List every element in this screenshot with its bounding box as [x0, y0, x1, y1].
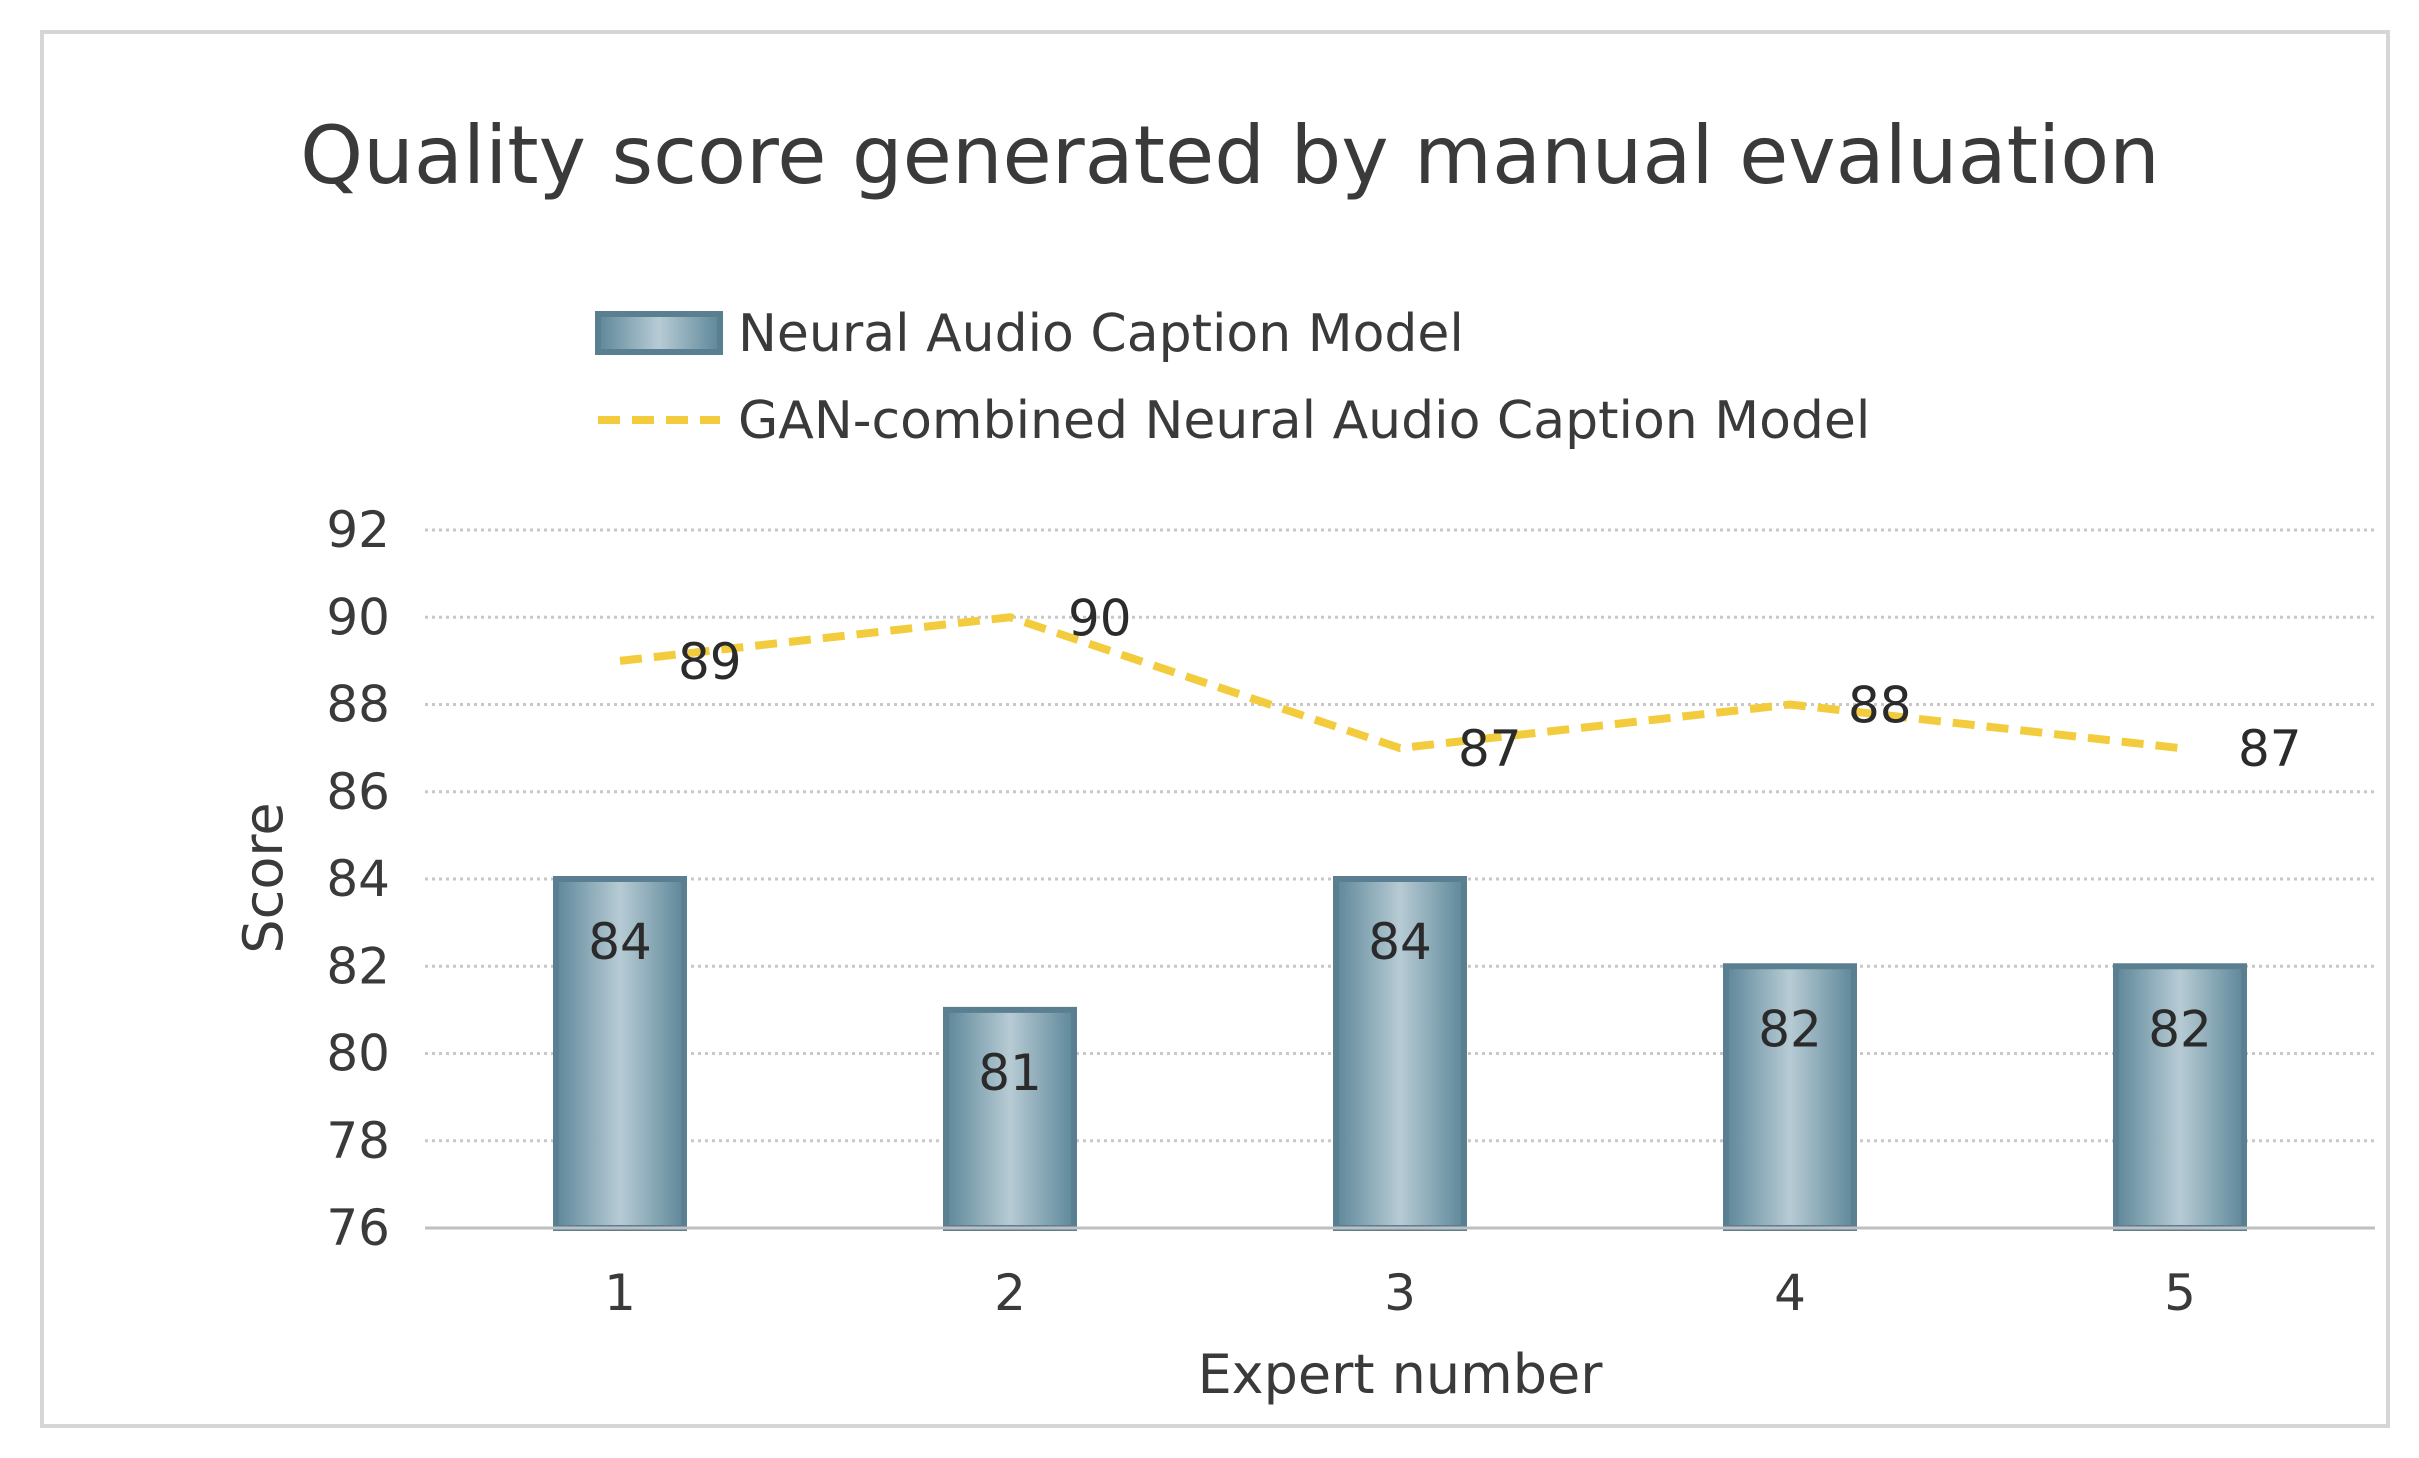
y-tick-label: 86 [326, 763, 390, 821]
chart-title: Quality score generated by manual evalua… [300, 109, 2160, 202]
bar [553, 876, 687, 1231]
line-data-label: 90 [1068, 589, 1132, 647]
bar [943, 1006, 1077, 1231]
line-data-label: 88 [1848, 677, 1912, 735]
y-axis-ticks: 76 78 80 82 84 86 88 90 92 [326, 501, 390, 1257]
y-tick-label: 90 [326, 588, 390, 646]
x-axis-ticks: 1 2 3 4 5 [604, 1264, 2196, 1322]
line-data-label: 87 [1458, 720, 1522, 778]
line-series: 89 90 87 88 87 [619, 589, 2302, 778]
y-axis-label: Score [232, 802, 295, 953]
legend: Neural Audio Caption Model GAN-combined … [595, 304, 1870, 451]
line-data-label: 87 [2238, 720, 2302, 778]
legend-label-bar: Neural Audio Caption Model [738, 304, 1464, 364]
x-tick-label: 3 [1384, 1264, 1416, 1322]
bar-data-label: 84 [588, 913, 652, 971]
x-tick-label: 2 [994, 1264, 1026, 1322]
y-tick-label: 80 [326, 1025, 390, 1083]
line-data-label: 89 [678, 633, 742, 691]
y-tick-label: 84 [326, 850, 390, 908]
x-axis-label: Expert number [1198, 1343, 1604, 1406]
bar [1723, 963, 1857, 1231]
bar-data-label: 84 [1368, 913, 1432, 971]
x-tick-label: 4 [1774, 1264, 1806, 1322]
y-tick-label: 88 [326, 676, 390, 734]
bar-data-label: 82 [2148, 1000, 2212, 1058]
bar [2113, 963, 2247, 1231]
bar-data-label: 81 [978, 1044, 1042, 1102]
bar-series: 84 81 84 82 82 [553, 876, 2247, 1231]
bar-data-label: 82 [1758, 1000, 1822, 1058]
y-tick-label: 92 [326, 501, 390, 559]
y-tick-label: 82 [326, 937, 390, 995]
y-tick-label: 78 [326, 1112, 390, 1170]
line-series-path [619, 613, 2181, 753]
legend-bar-swatch [595, 311, 723, 355]
legend-label-line: GAN-combined Neural Audio Caption Model [738, 391, 1870, 451]
x-tick-label: 1 [604, 1264, 636, 1322]
y-tick-label: 76 [326, 1199, 390, 1257]
x-tick-label: 5 [2164, 1264, 2196, 1322]
